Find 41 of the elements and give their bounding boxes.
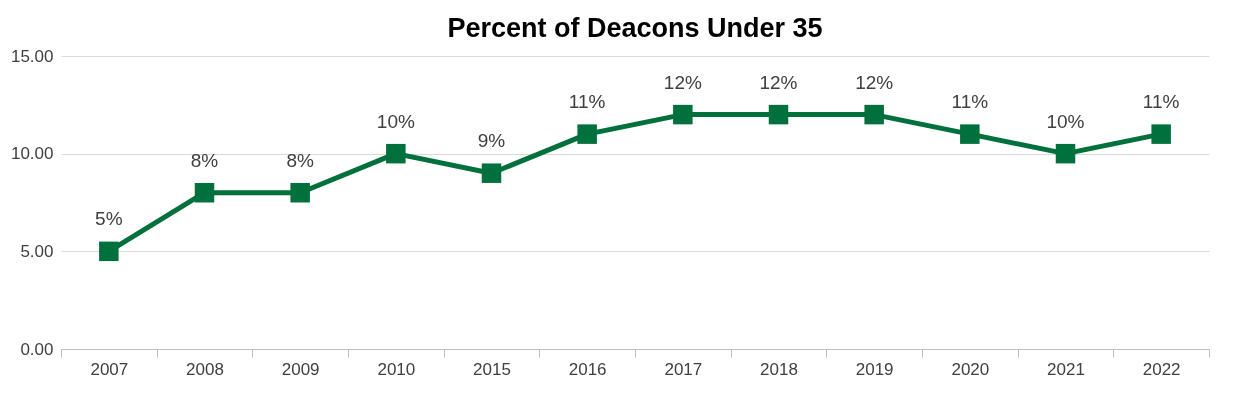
data-label: 8%: [286, 149, 314, 171]
x-tick-label: 2009: [281, 359, 320, 379]
data-label: 12%: [759, 71, 798, 93]
x-tick-label: 2020: [951, 359, 990, 379]
y-tick-label: 10.00: [10, 144, 54, 164]
point: [290, 182, 310, 203]
data-label: 5%: [95, 208, 123, 230]
point: [99, 241, 119, 262]
data-label: 11%: [568, 91, 606, 113]
x-tick-label: 2019: [855, 359, 894, 379]
x-tick-label: 2022: [1142, 359, 1181, 379]
data-label: 8%: [190, 149, 219, 171]
x-tick-label: 2016: [568, 359, 607, 379]
data-label: 10%: [1046, 110, 1085, 132]
data-label: 11%: [951, 91, 989, 113]
x-tick-label: 2021: [1047, 359, 1085, 379]
point: [481, 163, 502, 183]
point: [673, 104, 693, 125]
data-label: 9%: [477, 130, 506, 152]
point: [1055, 143, 1076, 164]
y-tick-label: 15.00: [10, 46, 54, 66]
point: [194, 182, 215, 203]
data-label: 10%: [376, 110, 415, 132]
y-tick-label: 0.00: [20, 339, 54, 359]
point: [768, 104, 789, 125]
point: [864, 104, 884, 125]
data-label: 12%: [663, 71, 702, 93]
chart-title: Percent of Deacons Under 35: [447, 13, 823, 43]
point: [960, 124, 980, 144]
point: [386, 143, 406, 164]
x-tick-label: 2007: [90, 359, 129, 379]
x-tick-label: 2018: [760, 359, 798, 379]
data-label: 12%: [855, 71, 894, 93]
data-label: 11%: [1142, 91, 1180, 113]
x-tick-label: 2008: [186, 359, 224, 379]
x-tick-label: 2015: [473, 359, 511, 379]
y-tick-label: 5.00: [20, 241, 54, 261]
point: [577, 124, 597, 144]
x-tick-label: 2010: [377, 359, 416, 379]
x-tick-label: 2017: [664, 359, 703, 379]
point: [1151, 124, 1171, 144]
